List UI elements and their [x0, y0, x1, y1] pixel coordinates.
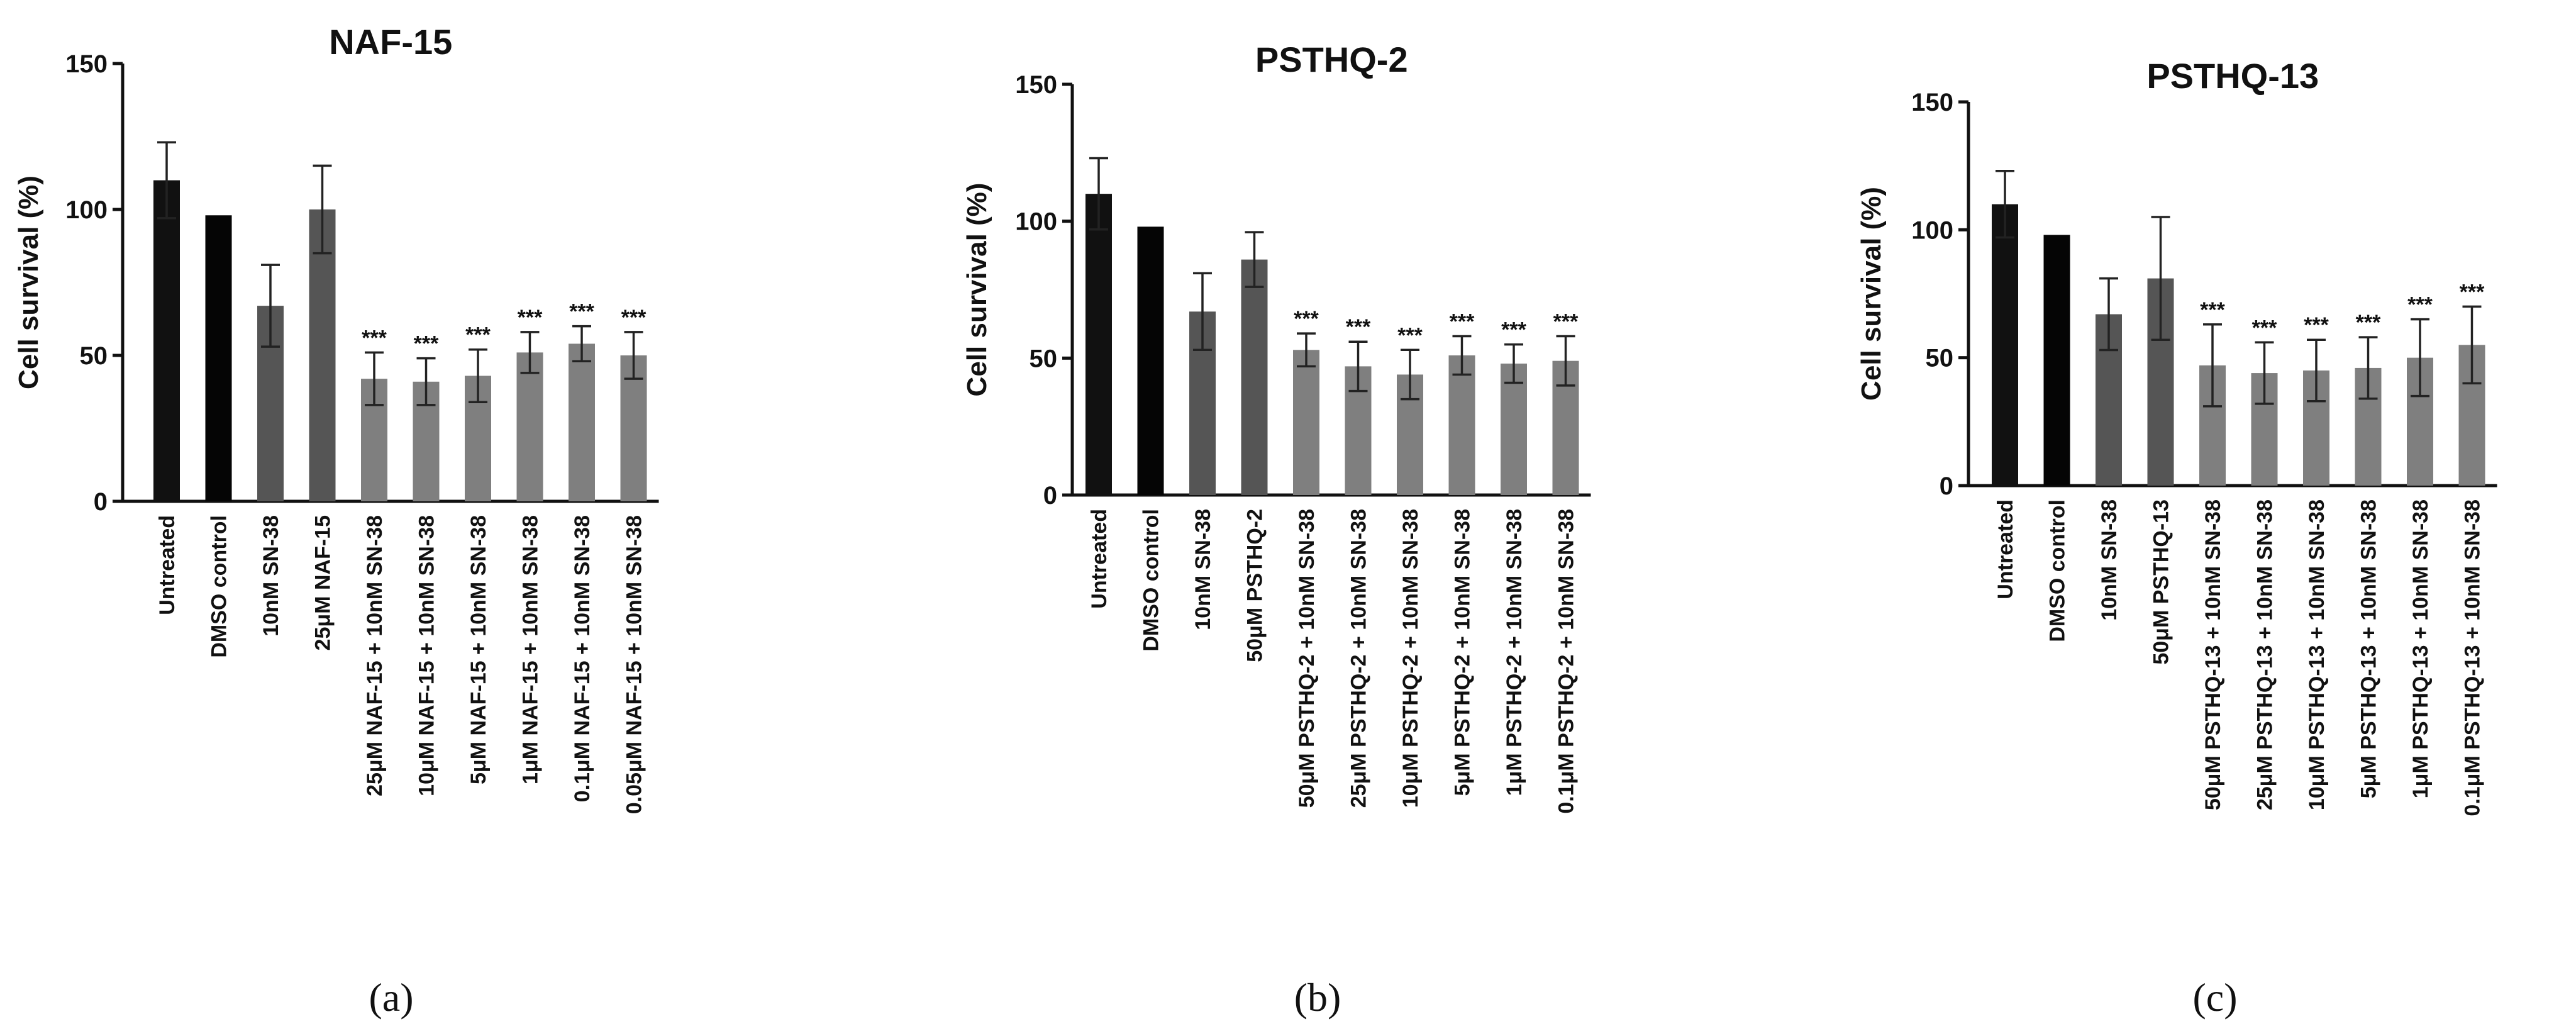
category-label: 5μM NAF-15 + 10nM SN-38	[467, 515, 491, 784]
bar	[1293, 350, 1319, 495]
chart-panel-3: PSTHQ-13 Cell survival (%) 0 50 100 150 Untrea…	[1856, 56, 2497, 1020]
category-label: 50μM PSTHQ-2	[1243, 509, 1267, 662]
chart-title: PSTHQ-2	[1255, 40, 1408, 79]
y-tick-label: 100	[1015, 208, 1057, 236]
significance-marker: ***	[1346, 315, 1371, 339]
significance-marker: ***	[1501, 318, 1526, 342]
bar	[153, 180, 180, 501]
significance-marker: ***	[621, 306, 647, 330]
significance-marker: ***	[569, 300, 594, 324]
bar	[569, 343, 595, 501]
category-label: 0.1μM PSTHQ-2 + 10nM SN-38	[1555, 509, 1579, 814]
y-tick-label: 100	[1911, 216, 1953, 244]
chart-title: NAF-15	[329, 22, 452, 62]
bar	[1501, 364, 1527, 495]
bar	[309, 209, 336, 501]
y-tick-label: 0	[94, 488, 108, 516]
category-label: 5μM PSTHQ-2 + 10nM SN-38	[1451, 509, 1475, 796]
category-label: 50μM PSTHQ-2 + 10nM SN-38	[1295, 509, 1319, 808]
significance-marker: ***	[1553, 310, 1579, 334]
chart-panel-1: NAF-15 Cell survival (%) 0 50 100 150 Untreate…	[13, 22, 659, 1020]
y-tick-label: 150	[65, 50, 108, 78]
bar	[1085, 194, 1112, 495]
y-axis-label: Cell survival (%)	[13, 175, 44, 389]
significance-marker: ***	[2252, 316, 2277, 340]
y-axis-label: Cell survival (%)	[962, 183, 992, 397]
significance-marker: ***	[465, 323, 491, 347]
category-label: 25μM PSTHQ-2 + 10nM SN-38	[1347, 509, 1371, 808]
panel-label: (a)	[369, 975, 413, 1020]
category-label: 10nM SN-38	[2097, 499, 2121, 621]
y-tick-label: 150	[1015, 71, 1057, 99]
category-label: 25μM NAF-15 + 10nM SN-38	[363, 515, 387, 796]
significance-marker: ***	[1294, 307, 1319, 331]
category-label: 50μM PSTHQ-13	[2150, 499, 2174, 665]
category-label: 0.1μM NAF-15 + 10nM SN-38	[570, 515, 594, 802]
significance-marker: ***	[414, 332, 439, 356]
category-label: 10nM SN-38	[259, 515, 283, 637]
y-axis-label: Cell survival (%)	[1856, 187, 1887, 401]
y-tick-label: 50	[1926, 345, 1954, 372]
category-label: DMSO control	[2046, 499, 2070, 642]
significance-marker: ***	[2200, 298, 2225, 322]
category-label: 10μM NAF-15 + 10nM SN-38	[415, 515, 439, 796]
bar	[1992, 204, 2018, 486]
y-tick-label: 0	[1043, 482, 1057, 510]
panel-label: (c)	[2192, 975, 2237, 1020]
y-tick-label: 150	[1911, 89, 1953, 116]
y-tick-label: 50	[80, 342, 108, 370]
bar	[205, 215, 232, 501]
category-label: 0.05μM NAF-15 + 10nM SN-38	[623, 515, 647, 814]
category-label: 1μM PSTHQ-13 + 10nM SN-38	[2409, 499, 2433, 798]
chart-panel-2: PSTHQ-2 Cell survival (%) 0 50 100 150 Untreat…	[962, 40, 1591, 1020]
category-label: 10nM SN-38	[1191, 509, 1215, 630]
bar	[516, 352, 543, 501]
bar	[1448, 355, 1475, 495]
category-label: Untreated	[155, 515, 179, 615]
category-label: Untreated	[1994, 499, 2018, 599]
significance-marker: ***	[518, 306, 543, 330]
chart-title: PSTHQ-13	[2146, 56, 2319, 96]
bar	[1137, 226, 1164, 495]
y-tick-label: 0	[1940, 472, 1953, 500]
significance-marker: ***	[2356, 311, 2381, 335]
category-label: 10μM PSTHQ-13 + 10nM SN-38	[2305, 499, 2329, 810]
category-label: 50μM PSTHQ-13 + 10nM SN-38	[2201, 499, 2225, 810]
significance-marker: ***	[2407, 293, 2433, 317]
bar	[1241, 259, 1268, 495]
significance-marker: ***	[362, 326, 387, 350]
category-label: Untreated	[1087, 509, 1111, 609]
bar	[2043, 235, 2070, 486]
y-tick-label: 100	[65, 196, 108, 224]
category-label: DMSO control	[1140, 509, 1163, 652]
category-label: 0.1μM PSTHQ-13 + 10nM SN-38	[2461, 499, 2485, 816]
significance-marker: ***	[1450, 310, 1475, 334]
category-label: 25μM NAF-15	[311, 515, 335, 650]
panel-label: (b)	[1294, 975, 1341, 1020]
category-label: 5μM PSTHQ-13 + 10nM SN-38	[2357, 499, 2381, 798]
y-tick-label: 50	[1030, 345, 1058, 372]
significance-marker: ***	[1397, 323, 1423, 347]
category-label: 10μM PSTHQ-2 + 10nM SN-38	[1399, 509, 1423, 808]
category-label: 25μM PSTHQ-13 + 10nM SN-38	[2253, 499, 2277, 810]
category-label: DMSO control	[208, 515, 231, 658]
significance-marker: ***	[2460, 280, 2485, 304]
category-label: 1μM PSTHQ-2 + 10nM SN-38	[1502, 509, 1526, 796]
category-label: 1μM NAF-15 + 10nM SN-38	[519, 515, 543, 784]
significance-marker: ***	[2304, 313, 2329, 337]
